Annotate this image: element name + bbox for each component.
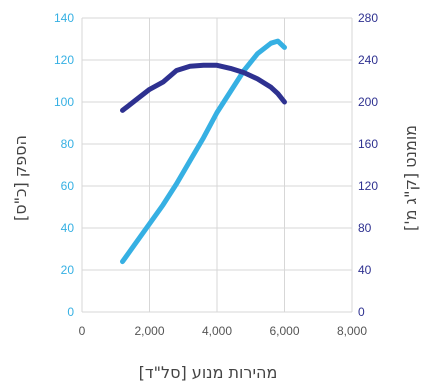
y-right-tick-label: 40 (358, 263, 372, 277)
y-left-tick-label: 120 (54, 53, 74, 67)
x-tick-label: 8,000 (337, 324, 367, 338)
y-right-tick-label: 0 (358, 305, 365, 319)
series-lines (120, 38, 287, 265)
y-right-tick-label: 160 (358, 137, 378, 151)
y-axis-left-label: הספק [כ"ס] (11, 135, 30, 221)
y-left-tick-label: 80 (61, 137, 75, 151)
grid (81, 17, 353, 313)
y-left-tick-label: 0 (67, 305, 74, 319)
y-right-tick-label: 280 (358, 11, 378, 25)
x-tick-label: 0 (79, 324, 86, 338)
y-left-tick-label: 60 (61, 179, 75, 193)
x-tick-label: 6,000 (269, 324, 299, 338)
y-right-tick-label: 80 (358, 221, 372, 235)
y-left-tick-label: 100 (54, 95, 74, 109)
x-tick-label: 2,000 (134, 324, 164, 338)
x-axis-label: מהירות מנוע [סל"ד] (139, 363, 278, 382)
x-tick-label: 4,000 (202, 324, 232, 338)
y-axis-right-label: מומנט [ק"ג מ'] (401, 125, 420, 231)
power-series-line (120, 38, 287, 265)
torque-series-line (120, 62, 287, 113)
y-left-tick-label: 20 (61, 263, 75, 277)
y-left-tick-label: 140 (54, 11, 74, 25)
y-right-tick-label: 120 (358, 179, 378, 193)
y-left-tick-label: 40 (61, 221, 75, 235)
y-right-tick-label: 240 (358, 53, 378, 67)
y-right-tick-label: 200 (358, 95, 378, 109)
tick-labels: 0 2,000 4,000 6,000 8,000 0 20 40 60 80 100 120 140 0… (54, 11, 378, 338)
